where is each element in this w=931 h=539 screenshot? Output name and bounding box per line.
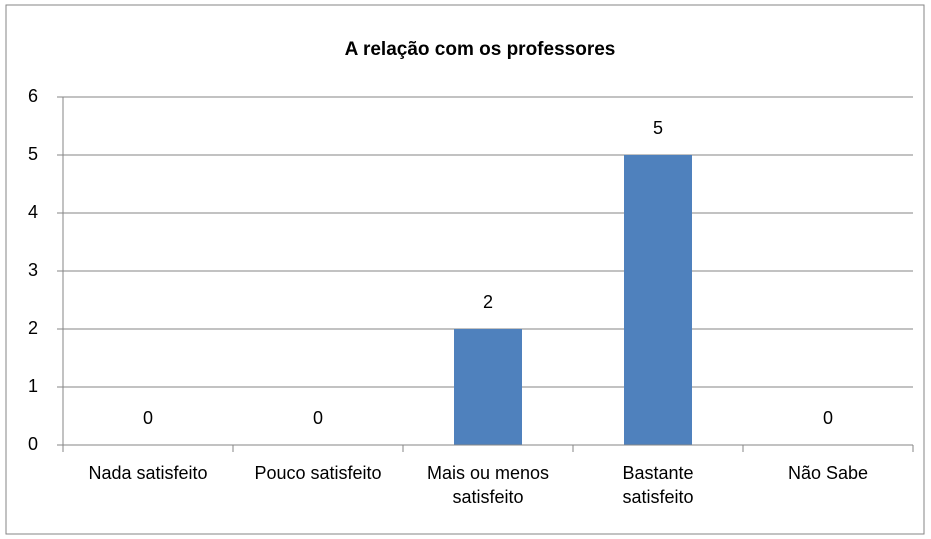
data-label: 0 xyxy=(313,408,323,428)
y-tick-label: 0 xyxy=(28,434,38,454)
x-tick-label: Pouco satisfeito xyxy=(254,463,382,483)
y-tick-label: 2 xyxy=(28,318,38,338)
bar xyxy=(454,329,522,445)
y-tick-label: 6 xyxy=(28,86,38,106)
x-tick-label-box: Nada satisfeito xyxy=(88,463,208,483)
data-label: 0 xyxy=(823,408,833,428)
x-tick-label-box: Mais ou menos satisfeito xyxy=(426,463,550,507)
data-label: 0 xyxy=(143,408,153,428)
data-label: 2 xyxy=(483,292,493,312)
chart-border xyxy=(5,4,925,535)
x-tick-label: Mais ou menos satisfeito xyxy=(426,463,550,507)
x-tick-label-box: Não Sabe xyxy=(787,463,869,483)
x-tick-label: Nada satisfeito xyxy=(88,463,208,483)
x-tick-label-box: Pouco satisfeito xyxy=(254,463,382,483)
x-tick-label: Não Sabe xyxy=(787,463,869,483)
y-tick-label: 4 xyxy=(28,202,38,222)
x-tick-label-box: Bastante satisfeito xyxy=(622,463,694,507)
chart-title: A relação com os professores xyxy=(345,39,616,60)
bar xyxy=(624,155,692,445)
y-tick-label: 3 xyxy=(28,260,38,280)
y-tick-label: 5 xyxy=(28,144,38,164)
x-tick-label: Bastante satisfeito xyxy=(622,463,694,507)
data-label: 5 xyxy=(653,118,663,138)
y-tick-label: 1 xyxy=(28,376,38,396)
